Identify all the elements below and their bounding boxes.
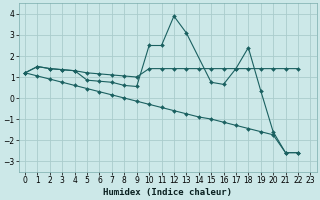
X-axis label: Humidex (Indice chaleur): Humidex (Indice chaleur) [103, 188, 232, 197]
